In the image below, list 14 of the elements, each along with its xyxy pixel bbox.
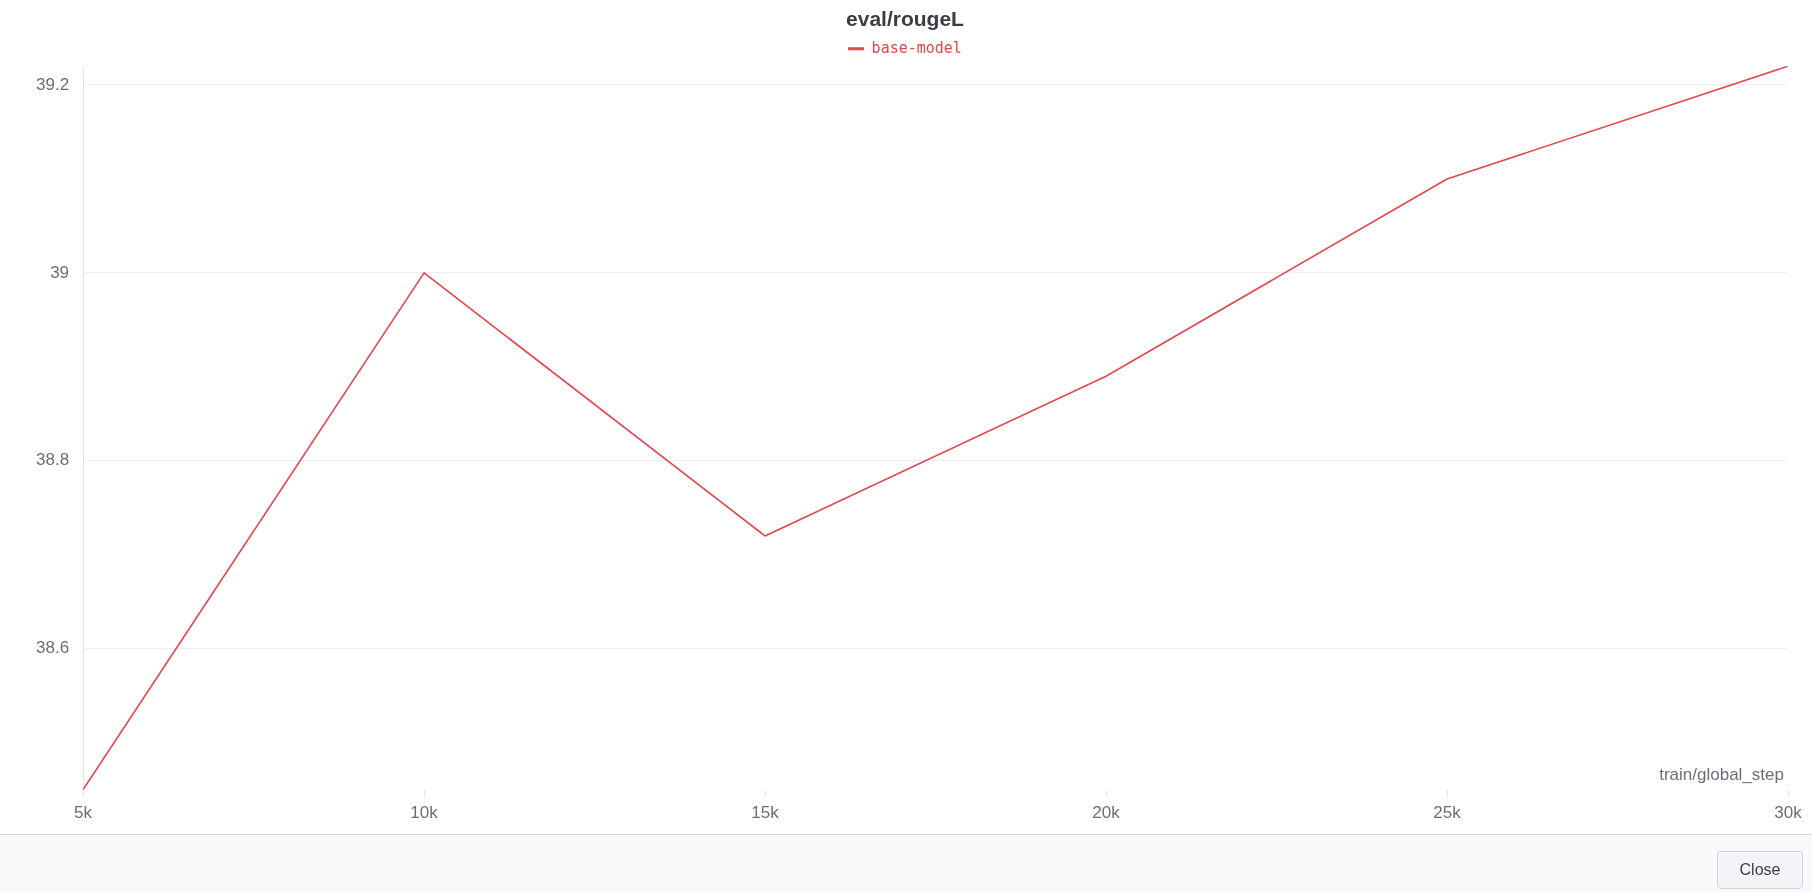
x-tick-label: 20k [1092,803,1121,823]
x-tick-label: 30k [1774,803,1803,823]
chart-title: eval/rougeL [846,7,965,31]
y-tick-label: 38.6 [35,638,70,658]
legend-label: base-model [871,38,962,57]
y-tick-label: 39 [50,262,70,282]
x-axis-title: train/global_step [1659,764,1784,784]
y-tick-label: 38.8 [35,450,70,470]
close-button[interactable]: Close [1717,851,1803,889]
x-tick-label: 25k [1433,803,1462,823]
x-tick-label: 10k [410,803,439,823]
x-tick-label: 5k [74,803,93,823]
x-tick-label: 15k [751,803,780,823]
y-tick-label: 39.2 [35,74,70,94]
